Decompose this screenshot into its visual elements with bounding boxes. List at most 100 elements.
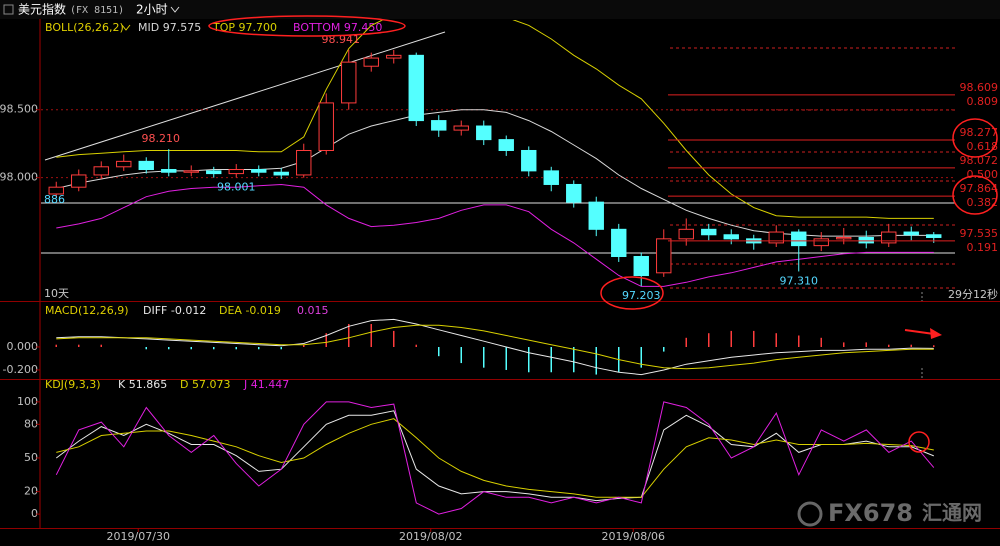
annotation-arrow xyxy=(904,329,935,335)
candle-body xyxy=(611,228,627,258)
indicator-line xyxy=(55,401,935,515)
main-plot xyxy=(48,20,942,287)
candle-body xyxy=(881,231,897,244)
line-plot xyxy=(55,401,935,515)
fib-ratio-label: 0.500 xyxy=(967,168,999,181)
legend-entry: 0.015 xyxy=(297,304,329,317)
watermark-site: 汇通网 xyxy=(922,501,982,525)
low-label: 97.310 xyxy=(780,274,819,287)
fib-price-label: 97.864 xyxy=(960,182,999,195)
candle-body xyxy=(341,61,357,104)
candle-body xyxy=(476,125,492,141)
x-tick-label: 2019/07/30 xyxy=(107,530,170,543)
indicator-line xyxy=(56,318,934,376)
period-count: 10天 xyxy=(44,287,69,300)
candle-body xyxy=(206,170,222,175)
fib-price-label: 98.609 xyxy=(960,81,999,94)
period-chevron[interactable] xyxy=(170,6,180,13)
candle-body xyxy=(656,238,672,274)
annotation-ellipse xyxy=(600,276,664,310)
candle-body xyxy=(678,228,694,240)
fib-price-label: 97.535 xyxy=(960,227,999,240)
y-tick-label: 0 xyxy=(31,507,38,520)
candle-body xyxy=(138,160,154,171)
legend-entry: K 51.865 xyxy=(118,378,167,391)
y-tick-label: 20 xyxy=(24,485,38,498)
y-tick-label: 98.500 xyxy=(0,103,38,116)
annotation-ellipse xyxy=(952,118,998,158)
header-bar xyxy=(0,0,1000,19)
candle-body xyxy=(836,236,852,240)
candle-body xyxy=(93,166,109,176)
y-tick-label: 100 xyxy=(17,395,38,408)
legend-entry: TOP 97.700 xyxy=(212,21,277,34)
candle-body xyxy=(161,169,177,173)
candle-body xyxy=(543,170,559,185)
legend-entry: DEA -0.019 xyxy=(219,304,281,317)
candle-body xyxy=(768,231,784,244)
candle-body xyxy=(251,169,267,173)
annotation-ellipse xyxy=(952,175,998,215)
candle-body xyxy=(723,234,739,240)
fib-ratio-label: 0.191 xyxy=(967,241,999,254)
candle-body xyxy=(858,236,874,244)
legend-entry: D 57.073 xyxy=(180,378,230,391)
instrument-name: 美元指数 xyxy=(18,2,66,17)
y-tick-label: 0.000 xyxy=(7,340,39,353)
macd-plot xyxy=(55,318,935,376)
indicator-title: KDJ(9,3,3) xyxy=(45,378,101,391)
watermark-logo xyxy=(797,501,823,527)
fib-price-label: 98.277 xyxy=(960,126,999,139)
y-tick-label: 50 xyxy=(24,451,38,464)
indicator-title: BOLL(26,26,2) xyxy=(45,21,124,34)
period[interactable]: 2小时 xyxy=(136,3,168,17)
watermark-brand: FX678 xyxy=(828,499,913,527)
candle-body xyxy=(701,228,717,236)
legend-entry: DIFF -0.012 xyxy=(143,304,206,317)
y-tick-label: 80 xyxy=(24,417,38,430)
legend-entry: BOTTOM 97.450 xyxy=(293,21,382,34)
y-tick-label: 98.000 xyxy=(0,171,38,184)
annotation-circle xyxy=(908,431,930,453)
candle-body xyxy=(813,238,829,247)
candle-body xyxy=(521,149,537,172)
candle-body xyxy=(183,170,199,173)
candle-body xyxy=(566,183,582,203)
indicator-line xyxy=(56,20,934,219)
fib-ratio-label: 0.618 xyxy=(967,140,999,153)
x-tick-label: 2019/08/06 xyxy=(602,530,665,543)
indicator-line xyxy=(56,109,934,237)
y-tick-label: -0.200 xyxy=(3,363,38,376)
left-level-label: 886 xyxy=(44,193,65,206)
annotation-ellipse xyxy=(208,15,406,37)
annotation-arrowhead xyxy=(930,328,942,339)
candle-body xyxy=(228,169,244,175)
candle-body xyxy=(926,234,942,238)
candle-body xyxy=(363,57,379,67)
menu-icon[interactable] xyxy=(3,4,14,15)
fib-ratio-label: 0.382 xyxy=(967,196,999,209)
trend-line xyxy=(44,31,446,161)
plot-layer: 98.500 98.000 BOLL(26,26,2) MID 97.575 TOP 9… xyxy=(0,20,999,543)
low-label: 98.001 xyxy=(217,181,256,194)
candle-body xyxy=(453,125,469,131)
instrument-code: (FX 8151) xyxy=(70,5,124,16)
legend-entry: J 41.447 xyxy=(243,378,289,391)
indicator-line xyxy=(56,183,934,287)
low-label: 97.203 xyxy=(622,289,661,302)
indicator-title: MACD(12,26,9) xyxy=(45,304,129,317)
candle-body xyxy=(386,54,402,59)
high-label: 98.210 xyxy=(142,132,181,145)
candle-body xyxy=(48,186,64,195)
candle-body xyxy=(588,201,604,230)
legend-entry: MID 97.575 xyxy=(138,21,201,34)
indicator-line xyxy=(56,324,934,370)
candle-body xyxy=(296,149,312,176)
indicator-chevron xyxy=(121,24,131,31)
candle-body xyxy=(273,171,289,176)
candle-body xyxy=(318,102,334,151)
candle-body xyxy=(498,139,514,151)
indicator-line xyxy=(56,418,934,498)
